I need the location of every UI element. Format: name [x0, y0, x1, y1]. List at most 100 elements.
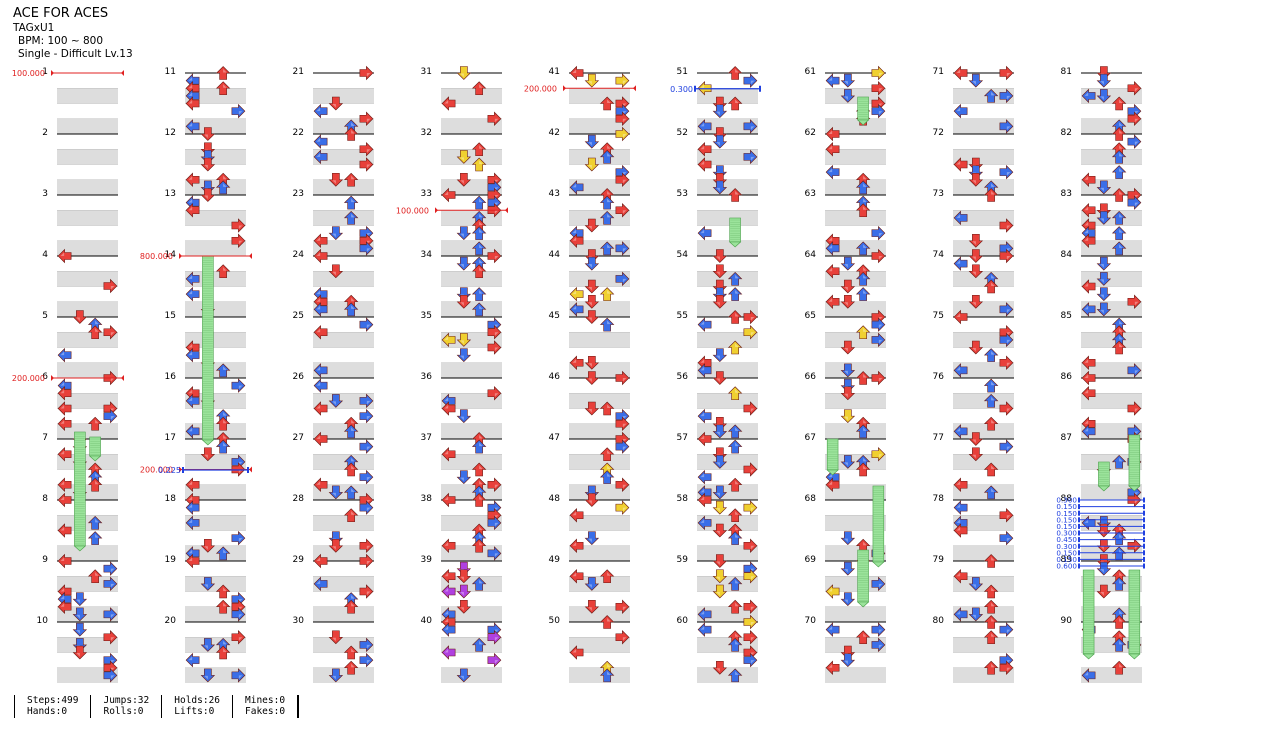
beat-stripe	[185, 545, 246, 561]
measure-number: 54	[677, 250, 689, 260]
down-arrow	[456, 668, 472, 683]
beat-stripe	[1081, 454, 1142, 470]
up-arrow	[343, 645, 359, 660]
right-arrow	[1127, 363, 1142, 378]
beat-stripe	[57, 118, 118, 134]
measure-number: 4	[42, 250, 48, 260]
down-arrow	[72, 622, 88, 637]
measure-number: 25	[293, 311, 304, 321]
down-arrow	[456, 584, 472, 599]
left-arrow	[1081, 225, 1096, 241]
up-arrow	[1111, 615, 1127, 629]
hold-note	[73, 431, 87, 552]
stat-jumps: Jumps:32	[103, 695, 150, 706]
measure-number: 3	[42, 189, 48, 199]
left-arrow	[185, 393, 200, 409]
hold-note	[1128, 434, 1141, 492]
up-arrow	[215, 645, 231, 660]
measure-number: 87	[1061, 433, 1072, 443]
measure-number: 57	[677, 433, 688, 443]
beat-stripe	[569, 393, 630, 409]
right-arrow	[1127, 111, 1142, 126]
left-arrow	[825, 294, 840, 309]
up-arrow	[471, 439, 487, 454]
beat-stripe	[1081, 332, 1142, 348]
stop-marker: 0.300	[670, 85, 761, 94]
measure-number: 63	[805, 189, 816, 199]
down-arrow	[200, 577, 216, 591]
stop-label: 0.150	[1056, 509, 1077, 518]
up-arrow	[983, 416, 999, 431]
right-arrow	[871, 622, 886, 637]
right-arrow	[359, 439, 374, 454]
down-arrow	[200, 538, 216, 553]
left-arrow	[1081, 302, 1096, 317]
up-arrow	[215, 264, 231, 279]
hold-note	[1128, 569, 1141, 660]
down-arrow	[1096, 272, 1112, 286]
left-arrow	[569, 233, 584, 248]
left-arrow	[825, 584, 840, 599]
beat-stripe	[1081, 179, 1142, 195]
measure-number: 72	[933, 128, 944, 138]
beat-stripe	[185, 423, 246, 439]
right-arrow	[359, 233, 374, 248]
beat-stripe	[569, 88, 630, 104]
left-arrow	[697, 622, 712, 637]
right-arrow	[359, 317, 374, 332]
left-arrow	[569, 508, 584, 523]
right-arrow	[999, 325, 1014, 340]
left-arrow	[953, 569, 968, 584]
beat-stripe	[57, 149, 118, 165]
down-arrow	[200, 668, 216, 683]
right-arrow	[359, 469, 374, 485]
up-arrow	[599, 210, 615, 225]
measure-number: 50	[549, 616, 561, 626]
beat-stripe	[697, 332, 758, 348]
measure-number: 74	[933, 250, 945, 260]
beat-stripe	[953, 576, 1014, 592]
beat-stripe	[185, 240, 246, 256]
up-arrow	[727, 439, 743, 454]
up-arrow	[1111, 210, 1127, 225]
beat-stripe	[953, 423, 1014, 439]
beat-stripe	[57, 301, 118, 317]
left-arrow	[825, 233, 840, 248]
left-arrow	[185, 73, 200, 88]
up-arrow	[343, 508, 359, 523]
right-arrow	[487, 195, 502, 210]
right-arrow	[487, 630, 502, 645]
beat-stripe	[697, 667, 758, 683]
measure-number: 6	[42, 372, 48, 382]
right-arrow	[231, 630, 246, 645]
right-arrow	[615, 271, 630, 287]
beat-stripe	[185, 210, 246, 226]
bpm-label: 200.000	[524, 84, 557, 93]
up-arrow	[215, 546, 231, 561]
left-arrow	[313, 325, 328, 340]
stop-label: 0.600	[1056, 562, 1077, 571]
left-arrow	[697, 142, 712, 157]
beat-stripe	[185, 515, 246, 531]
hold-note	[856, 549, 870, 608]
right-arrow	[999, 508, 1014, 523]
down-arrow	[584, 294, 600, 309]
left-arrow	[697, 363, 712, 378]
down-arrow	[584, 371, 600, 385]
beat-stripe	[569, 423, 630, 439]
down-arrow	[456, 172, 472, 187]
left-arrow	[185, 347, 200, 363]
left-arrow	[441, 187, 456, 203]
right-arrow	[743, 309, 758, 325]
beat-stripe	[313, 667, 374, 683]
left-arrow	[57, 553, 72, 569]
measure-number: 26	[293, 372, 305, 382]
left-arrow	[697, 408, 712, 424]
beat-stripe	[1081, 301, 1142, 317]
right-arrow	[487, 340, 502, 355]
beat-stripe	[1081, 393, 1142, 409]
measure-number: 86	[1061, 372, 1073, 382]
up-arrow	[1111, 317, 1127, 332]
left-arrow	[185, 500, 200, 515]
up-arrow	[215, 180, 231, 195]
